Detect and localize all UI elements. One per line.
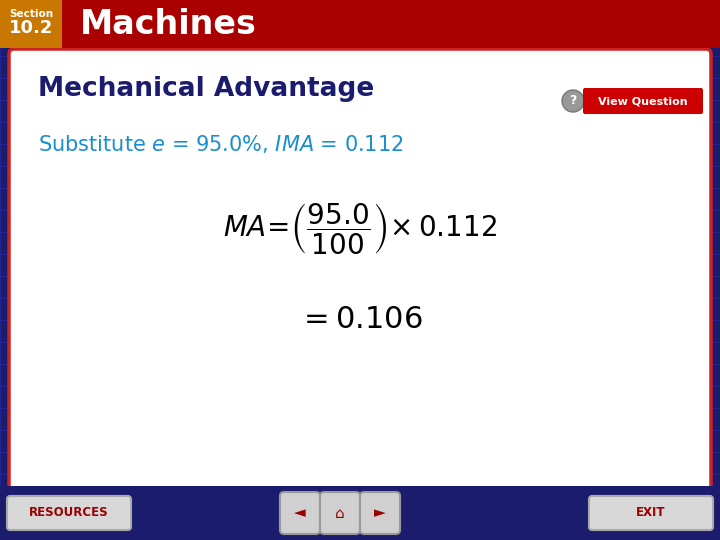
Text: $MA\!=\!\left(\dfrac{95.0}{100}\right)\!\times 0.112$: $MA\!=\!\left(\dfrac{95.0}{100}\right)\!… <box>223 201 497 256</box>
Text: ⌂: ⌂ <box>336 505 345 521</box>
FancyBboxPatch shape <box>589 496 713 530</box>
Bar <box>0 0 720 48</box>
FancyBboxPatch shape <box>320 492 360 534</box>
Circle shape <box>562 90 584 112</box>
Text: ?: ? <box>570 94 577 107</box>
Bar <box>0 486 720 540</box>
FancyBboxPatch shape <box>9 49 711 491</box>
Text: 10.2: 10.2 <box>9 19 53 37</box>
Text: ◄: ◄ <box>294 505 306 521</box>
Text: Mechanical Advantage: Mechanical Advantage <box>38 76 374 102</box>
Text: Substitute $e$ = 95.0%, $IMA$ = 0.112: Substitute $e$ = 95.0%, $IMA$ = 0.112 <box>38 133 404 155</box>
Text: $= 0.106$: $= 0.106$ <box>297 305 423 334</box>
FancyBboxPatch shape <box>360 492 400 534</box>
FancyBboxPatch shape <box>583 88 703 114</box>
FancyBboxPatch shape <box>7 496 131 530</box>
Bar <box>0 0 62 48</box>
Text: View Question: View Question <box>598 96 688 106</box>
Text: Section: Section <box>9 9 53 19</box>
Text: RESOURCES: RESOURCES <box>30 507 109 519</box>
FancyBboxPatch shape <box>280 492 320 534</box>
Text: Machines: Machines <box>80 8 257 40</box>
Text: EXIT: EXIT <box>636 507 666 519</box>
Text: ►: ► <box>374 505 386 521</box>
